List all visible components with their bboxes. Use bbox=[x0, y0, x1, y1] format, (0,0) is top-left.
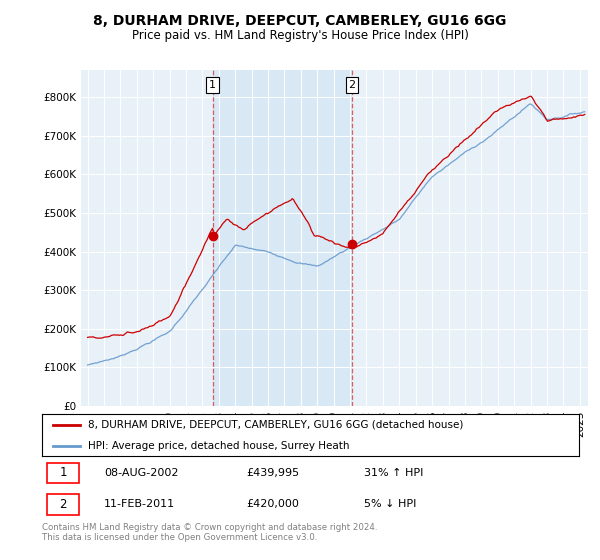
Text: 1: 1 bbox=[209, 80, 216, 90]
Text: 2: 2 bbox=[349, 80, 356, 90]
Bar bbox=[212, 70, 352, 406]
Text: HPI: Average price, detached house, Surrey Heath: HPI: Average price, detached house, Surr… bbox=[88, 441, 349, 451]
Text: 1: 1 bbox=[59, 466, 67, 479]
Bar bbox=[47, 494, 79, 515]
Text: Price paid vs. HM Land Registry's House Price Index (HPI): Price paid vs. HM Land Registry's House … bbox=[131, 29, 469, 42]
Text: 08-AUG-2002: 08-AUG-2002 bbox=[104, 468, 178, 478]
Text: 2: 2 bbox=[59, 498, 67, 511]
Text: £439,995: £439,995 bbox=[246, 468, 299, 478]
Text: £420,000: £420,000 bbox=[246, 500, 299, 509]
Text: 8, DURHAM DRIVE, DEEPCUT, CAMBERLEY, GU16 6GG (detached house): 8, DURHAM DRIVE, DEEPCUT, CAMBERLEY, GU1… bbox=[88, 420, 463, 430]
Text: 5% ↓ HPI: 5% ↓ HPI bbox=[364, 500, 416, 509]
Text: 8, DURHAM DRIVE, DEEPCUT, CAMBERLEY, GU16 6GG: 8, DURHAM DRIVE, DEEPCUT, CAMBERLEY, GU1… bbox=[94, 14, 506, 28]
Bar bbox=[47, 463, 79, 483]
Text: 31% ↑ HPI: 31% ↑ HPI bbox=[364, 468, 424, 478]
Text: 11-FEB-2011: 11-FEB-2011 bbox=[104, 500, 175, 509]
Text: Contains HM Land Registry data © Crown copyright and database right 2024.
This d: Contains HM Land Registry data © Crown c… bbox=[42, 523, 377, 543]
